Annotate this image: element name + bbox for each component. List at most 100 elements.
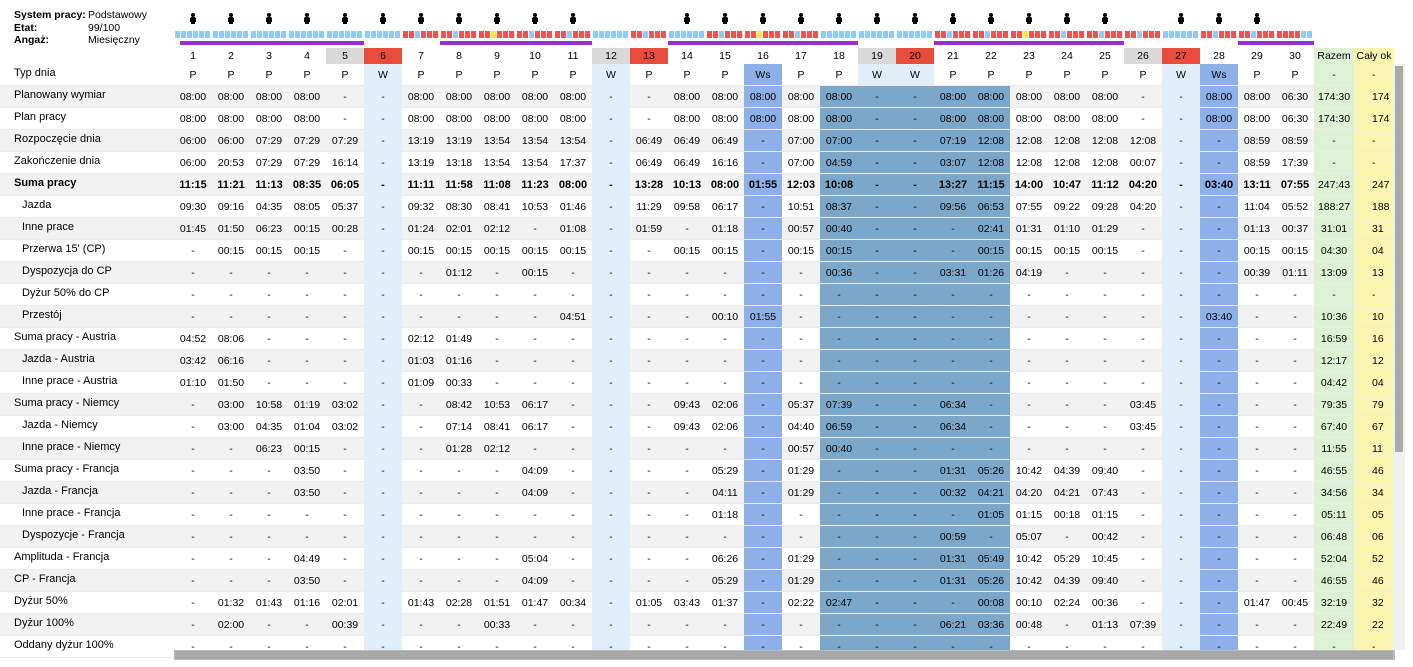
grid-cell[interactable]: -: [1048, 350, 1086, 372]
grid-cell[interactable]: 04:20: [1010, 482, 1048, 504]
grid-cell[interactable]: 00:28: [326, 218, 364, 240]
grid-cell[interactable]: -: [896, 592, 934, 614]
grid-cell[interactable]: -: [174, 262, 212, 284]
grid-cell[interactable]: -: [1010, 416, 1048, 438]
grid-cell[interactable]: 06:17: [516, 394, 554, 416]
grid-cell[interactable]: 06:05: [326, 174, 364, 196]
timeline-day[interactable]: [516, 13, 554, 47]
grid-cell[interactable]: 04:40: [782, 416, 820, 438]
grid-cell[interactable]: -: [440, 460, 478, 482]
grid-cell[interactable]: -: [364, 394, 402, 416]
grid-cell[interactable]: -: [630, 284, 668, 306]
grid-cell[interactable]: -: [858, 526, 896, 548]
timeline-day[interactable]: [1162, 13, 1200, 47]
grid-cell[interactable]: -: [706, 262, 744, 284]
grid-cell[interactable]: -: [1238, 284, 1276, 306]
grid-cell[interactable]: -: [478, 306, 516, 328]
grid-cell[interactable]: -: [1086, 262, 1124, 284]
grid-cell[interactable]: 12:08: [1048, 152, 1086, 174]
grid-cell[interactable]: -: [1200, 460, 1238, 482]
grid-cell[interactable]: -: [516, 526, 554, 548]
grid-cell[interactable]: 01:29: [782, 482, 820, 504]
grid-cell[interactable]: 10:53: [478, 394, 516, 416]
grid-cell[interactable]: -: [1238, 416, 1276, 438]
timeline-day[interactable]: [326, 13, 364, 47]
grid-cell[interactable]: -: [1162, 460, 1200, 482]
grid-cell[interactable]: -: [1124, 460, 1162, 482]
grid-cell[interactable]: -: [174, 504, 212, 526]
grid-cell[interactable]: -: [592, 460, 630, 482]
grid-cell[interactable]: -: [896, 482, 934, 504]
grid-cell[interactable]: 09:32: [402, 196, 440, 218]
grid-cell[interactable]: 11:29: [630, 196, 668, 218]
grid-cell[interactable]: 04:20: [1124, 174, 1162, 196]
grid-cell[interactable]: -: [326, 240, 364, 262]
grid-cell[interactable]: -: [1238, 306, 1276, 328]
grid-cell[interactable]: 04:19: [1010, 262, 1048, 284]
grid-cell[interactable]: 01:03: [402, 350, 440, 372]
grid-cell[interactable]: P: [554, 64, 592, 86]
grid-cell[interactable]: -: [782, 350, 820, 372]
grid-cell[interactable]: 13:19: [402, 130, 440, 152]
grid-cell[interactable]: -: [1276, 438, 1314, 460]
grid-cell[interactable]: -: [326, 284, 364, 306]
grid-cell[interactable]: -: [1200, 438, 1238, 460]
grid-cell[interactable]: -: [326, 482, 364, 504]
grid-cell[interactable]: 00:33: [478, 614, 516, 636]
grid-cell[interactable]: 07:00: [782, 130, 820, 152]
grid-cell[interactable]: 13:28: [630, 174, 668, 196]
day-column[interactable]: W--------------------------: [592, 64, 630, 658]
grid-cell[interactable]: P: [250, 64, 288, 86]
grid-cell[interactable]: 00:15: [1276, 240, 1314, 262]
grid-cell[interactable]: P: [326, 64, 364, 86]
grid-cell[interactable]: -: [1276, 328, 1314, 350]
grid-cell[interactable]: -: [440, 526, 478, 548]
grid-cell[interactable]: -: [554, 614, 592, 636]
grid-cell[interactable]: 08:00: [554, 174, 592, 196]
grid-cell[interactable]: -: [1238, 350, 1276, 372]
grid-cell[interactable]: 08:00: [1238, 108, 1276, 130]
grid-cell[interactable]: 10:58: [250, 394, 288, 416]
grid-cell[interactable]: -: [782, 526, 820, 548]
grid-cell[interactable]: -: [744, 196, 782, 218]
grid-cell[interactable]: 01:37: [706, 592, 744, 614]
grid-cell[interactable]: 00:15: [706, 240, 744, 262]
grid-cell[interactable]: 10:51: [782, 196, 820, 218]
grid-cell[interactable]: 11:15: [972, 174, 1010, 196]
grid-cell[interactable]: -: [174, 460, 212, 482]
grid-cell[interactable]: 00:15: [820, 240, 858, 262]
grid-cell[interactable]: -: [364, 614, 402, 636]
grid-cell[interactable]: -: [1048, 262, 1086, 284]
grid-cell[interactable]: 04:09: [516, 460, 554, 482]
day-header[interactable]: 28: [1213, 50, 1225, 62]
day-column[interactable]: P 08:00 08:00 06:49 06:49 10:13 09:58-00:15- - -…: [668, 64, 706, 658]
grid-cell[interactable]: -: [668, 350, 706, 372]
grid-cell[interactable]: -: [440, 614, 478, 636]
timeline-day[interactable]: [592, 13, 630, 47]
day-header[interactable]: 12: [592, 48, 630, 64]
grid-cell[interactable]: -: [1162, 526, 1200, 548]
grid-cell[interactable]: -: [896, 438, 934, 460]
grid-cell[interactable]: -: [1276, 460, 1314, 482]
grid-cell[interactable]: 08:00: [440, 86, 478, 108]
grid-cell[interactable]: -: [1238, 328, 1276, 350]
grid-cell[interactable]: -: [174, 614, 212, 636]
grid-cell[interactable]: -: [478, 570, 516, 592]
grid-cell[interactable]: -: [326, 570, 364, 592]
grid-cell[interactable]: 00:07: [1124, 152, 1162, 174]
grid-cell[interactable]: 03:02: [326, 416, 364, 438]
grid-cell[interactable]: 05:49: [972, 548, 1010, 570]
grid-cell[interactable]: -: [820, 482, 858, 504]
grid-cell[interactable]: -: [554, 416, 592, 438]
grid-cell[interactable]: 06:34: [934, 416, 972, 438]
grid-cell[interactable]: 00:36: [1086, 592, 1124, 614]
grid-cell[interactable]: 08:00: [250, 86, 288, 108]
grid-cell[interactable]: -: [1124, 592, 1162, 614]
grid-cell[interactable]: -: [858, 240, 896, 262]
grid-cell[interactable]: -: [858, 350, 896, 372]
day-column[interactable]: P 08:00 08:00 07:00 07:00 12:03 10:51 00:57 00:1…: [782, 64, 820, 658]
grid-cell[interactable]: 01:31: [934, 460, 972, 482]
grid-cell[interactable]: P: [440, 64, 478, 86]
grid-cell[interactable]: -: [1200, 482, 1238, 504]
grid-cell[interactable]: -: [516, 328, 554, 350]
